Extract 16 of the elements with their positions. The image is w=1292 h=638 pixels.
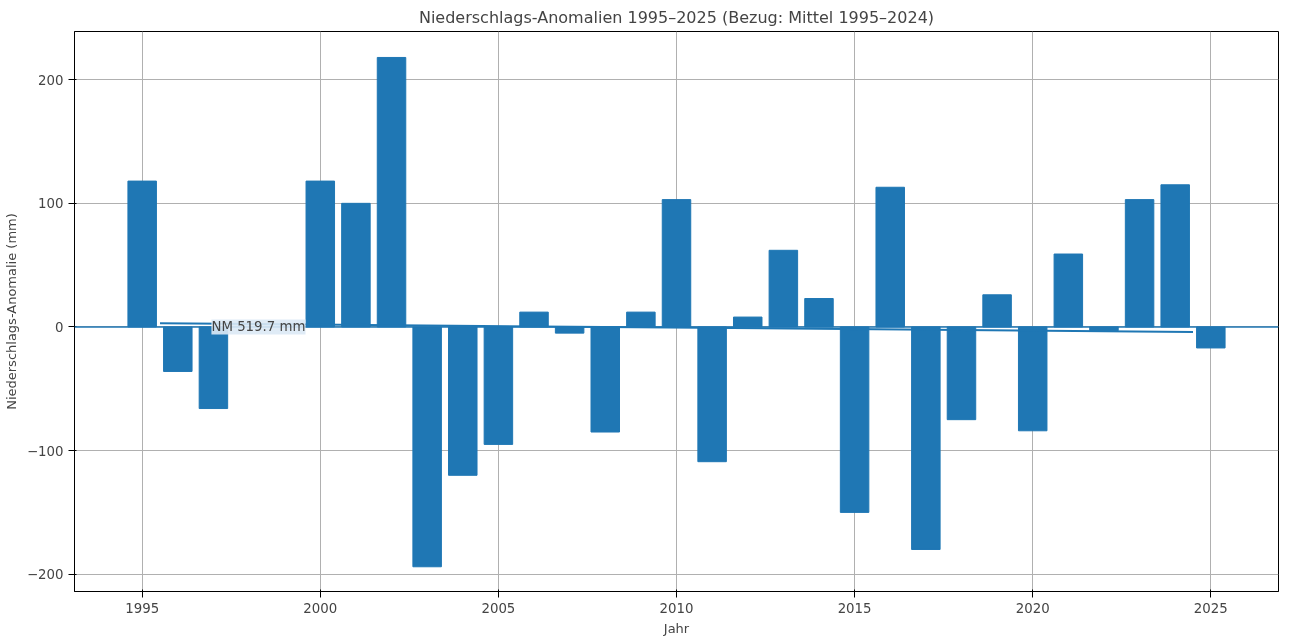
ref-line-label: NM 519.7 mm [211, 319, 306, 335]
x-tick-label: 2005 [481, 600, 516, 616]
x-tick-label: 2020 [1015, 600, 1050, 616]
y-tick-label: 200 [38, 72, 64, 88]
y-tick-label: −200 [26, 567, 64, 583]
x-tick-label: 1995 [125, 600, 160, 616]
y-tick-label: 0 [55, 319, 64, 335]
chart-title: Niederschlags-Anomalien 1995–2025 (Bezug: Mittel 1995–2024) [418, 7, 935, 27]
x-axis-title: Jahr [662, 620, 690, 636]
x-tick-label: 2015 [837, 600, 872, 616]
y-axis-title: Niederschlags-Anomalie (mm) [3, 213, 19, 410]
y-tick-label: 100 [38, 196, 64, 212]
x-tick-label: 2025 [1193, 600, 1228, 616]
x-tick-label: 2000 [303, 600, 338, 616]
y-tick-label: −100 [26, 443, 64, 459]
x-tick-label: 2010 [659, 600, 694, 616]
